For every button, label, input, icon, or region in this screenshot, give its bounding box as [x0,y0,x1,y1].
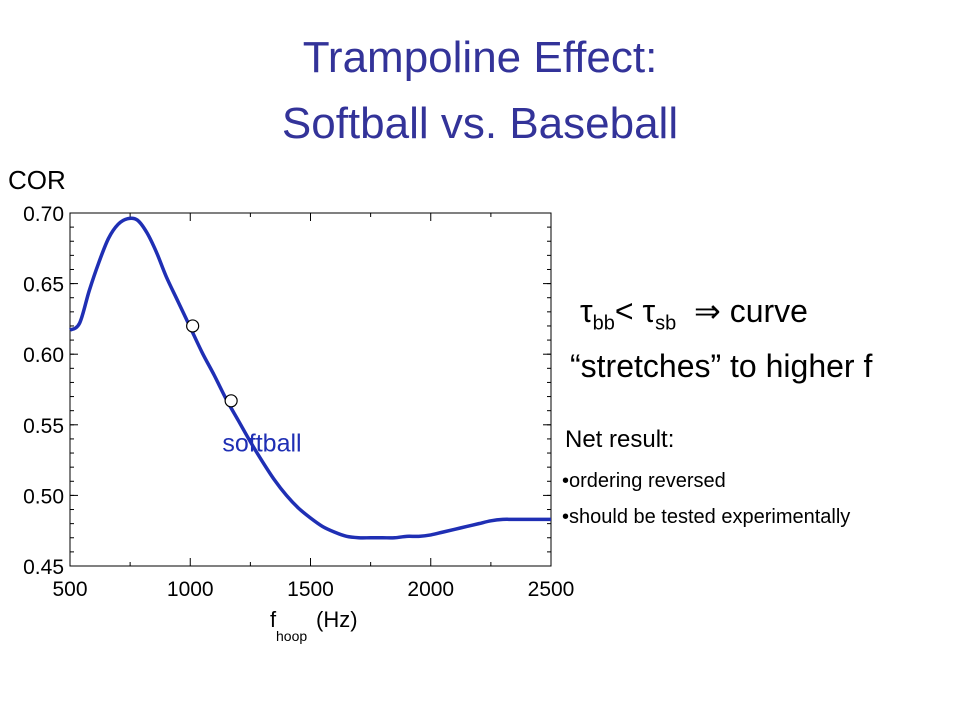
tau-symbol-sb: τ [642,293,656,329]
slide-title-line-1: Trampoline Effect: [302,33,658,82]
subscript-bb: bb [592,312,615,335]
data-marker-2 [224,394,238,408]
y-tick-label: 0.65 [23,274,64,297]
subscript-sb: sb [655,312,677,335]
curve-word: curve [729,293,808,329]
net-result-heading: Net result: [565,426,675,453]
y-tick-label: 0.50 [23,485,64,508]
tau-comparison: τbb< τsb ⇒ curve [580,292,808,335]
y-tick-label: 0.70 [23,203,64,226]
x-axis-label: f [270,607,277,632]
x-tick-label: 500 [52,578,87,601]
x-tick-label: 2000 [407,578,454,601]
y-axis-label: COR [8,165,66,195]
y-tick-label: 0.55 [23,415,64,438]
less-than-symbol: < [614,293,634,329]
y-tick-label: 0.45 [23,556,64,579]
tau-symbol-bb: τ [580,293,593,329]
stretches-statement: “stretches” to higher f [570,348,873,384]
slide-title-line-2: Softball vs. Baseball [281,99,679,148]
series-line-softball [68,216,551,540]
bullet-item-1: •ordering reversed [562,470,726,492]
bullet-text-1: ordering reversed [569,470,726,492]
y-tick-label: 0.60 [23,344,64,367]
implies-symbol: ⇒ [694,293,721,329]
series-label-softball: softball [222,430,301,458]
x-axis-label-subscript: hoop [276,628,307,644]
x-axis-label-unit: (Hz) [316,607,358,632]
x-tick-label: 1000 [167,578,214,601]
x-tick-label: 2500 [528,578,575,601]
bullet-item-2: •should be tested experimentally [562,506,851,528]
plot-frame [69,212,552,567]
x-tick-label: 1500 [287,578,334,601]
bullet-text-2: should be tested experimentally [569,506,851,528]
data-marker-1 [186,319,200,333]
